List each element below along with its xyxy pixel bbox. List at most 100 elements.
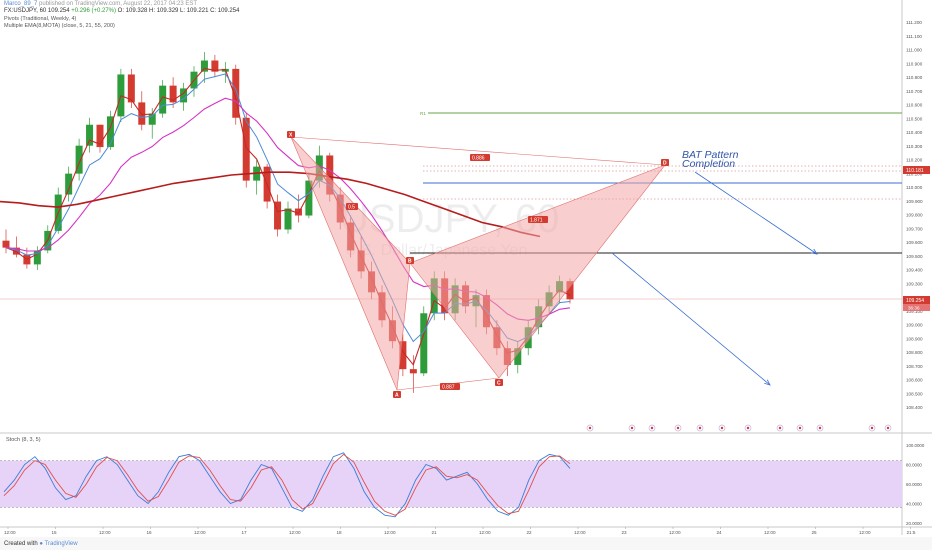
candle-body [200,60,208,72]
event-marker-dot [650,426,654,430]
candle-body [75,145,83,174]
pattern-point-badge [406,257,414,264]
candle-body [514,348,522,365]
candle-body [409,369,417,374]
pivot-r1-label: R1 [420,111,426,116]
event-marker-dot [676,426,680,430]
price-axis-label: 110.700 [906,89,923,94]
stoch-axis-label: 20.0000 [906,521,922,526]
pattern-point-label: D [663,161,667,167]
ohlc-values: O: 109.328 H: 109.329 L: 109.221 C: 109.… [117,8,240,14]
time-axis-label: 16 [147,530,153,535]
last-price: 109.254 [47,8,70,14]
time-axis-label: 12:00 [4,530,16,535]
event-marker-dot [588,426,592,430]
ratio-label: 1.871 [530,218,543,224]
published-text: published on TradingView.com, August 22,… [39,1,198,7]
candle-body [274,201,282,230]
ratio-badge [346,203,358,210]
event-marker-dot [630,426,634,430]
time-axis-label: 18 [337,530,343,535]
price-axis-label: 111.000 [906,48,922,53]
symbol-line: FX:USDJPY, 60 [4,8,47,14]
ratio-badge [440,383,460,390]
stoch-label[interactable]: Stoch (8, 3, 5) [6,437,41,443]
price-axis-label: 110.500 [906,116,923,121]
stoch-d-line [3,453,571,516]
price-axis-label: 110.800 [906,75,923,80]
candle-body [566,281,574,300]
pattern-point-label: A [395,393,399,399]
pattern-point-label: C [497,381,501,387]
time-axis-label: 23 [622,530,628,535]
tradingview-brand[interactable]: TradingView [44,541,78,547]
pattern-point-label: B [408,259,412,265]
candle-body [399,341,407,370]
price-axis-label: 111.100 [906,34,922,39]
price-axis-label: 110.000 [906,185,923,190]
target-price-tag [903,166,930,174]
target-price-label: 110.181 [906,168,924,174]
time-axis-label: 12:00 [194,530,206,535]
candle-body [242,117,250,181]
price-axis-label: 110.400 [906,130,923,135]
footer-bar [0,537,932,550]
candle-body [2,240,10,248]
created-with: Created with [4,541,38,547]
price-axis-label: 108.400 [906,405,923,410]
candle-body [138,102,146,125]
price-axis-label: 110.900 [906,61,923,66]
time-axis-label: 12:00 [479,530,491,535]
ratio-label: 0.886 [472,156,485,162]
price-axis-label: 109.300 [906,281,923,286]
candle-body [420,313,428,374]
time-axis-label: 24 [717,530,723,535]
price-axis-label: 108.800 [906,350,923,355]
stoch-axis-label: 40.0000 [906,502,922,507]
time-axis-label: 22 [527,530,533,535]
price-axis-label: 109.800 [906,213,923,218]
time-axis-label: 25 [812,530,818,535]
event-marker-dot [778,426,782,430]
price-axis-label: 110.600 [906,103,923,108]
bat-triangle-xab [290,136,411,391]
bat-annotation-line2: Completion [682,158,735,170]
event-marker-dot [698,426,702,430]
price-axis-label: 110.300 [906,144,923,149]
price-axis-label: 109.500 [906,254,923,259]
time-axis-label: 21 [432,530,438,535]
candle-body [211,60,219,72]
current-price-label: 109.254 [906,298,924,304]
price-axis-label: 111.200 [906,20,922,25]
candle-body [12,247,20,255]
time-axis-label: 12:00 [289,530,301,535]
time-axis-label: 12:00 [764,530,776,535]
tradingview-logo-icon: ● [39,541,43,547]
price-axis-label: 109.900 [906,199,923,204]
time-axis-label: 17 [242,530,248,535]
time-axis-label: 12:00 [669,530,681,535]
time-axis-label: 12:00 [384,530,396,535]
author-name[interactable]: Marco_89_7 [4,1,38,7]
bat-xd-line [290,136,666,166]
indicator-pivots[interactable]: Pivots (Traditional, Weekly, 4) [4,16,77,22]
candle-body [305,180,313,216]
event-marker-dot [870,426,874,430]
event-marker-dot [886,426,890,430]
price-axis-label: 108.900 [906,336,923,341]
event-marker-dot [720,426,724,430]
price-axis-label: 109.100 [906,309,923,314]
countdown-label: 36:36 [908,306,920,311]
pattern-point-badge [287,131,295,138]
footer: Created with ● TradingView [4,541,78,547]
indicator-ema[interactable]: Multiple EMA(8,MOTA) (close, 5, 21, 55, … [4,23,115,29]
candle-body [127,74,135,103]
price-axis-label: 110.200 [906,158,923,163]
indicator-list: Pivots (Traditional, Weekly, 4) Multiple… [4,16,115,30]
price-axis-label: 109.000 [906,323,923,328]
candle-body [148,113,156,125]
price-axis-label: 109.400 [906,268,923,273]
change-label: +0.296 (+0.27%) [71,8,116,14]
current-price-tag [903,296,930,304]
